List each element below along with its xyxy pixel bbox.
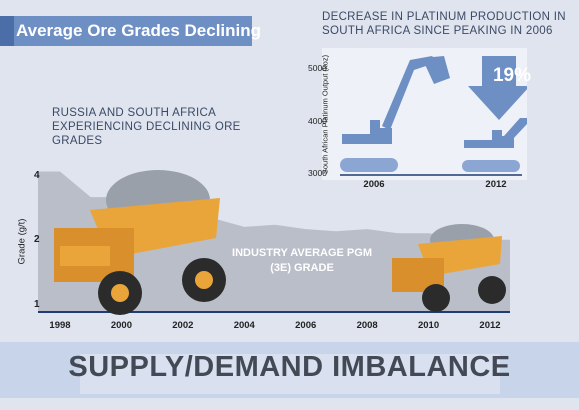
banner-title: Average Ore Grades Declining bbox=[16, 21, 262, 40]
production-y-tick-label: 4000 bbox=[308, 115, 327, 126]
truck-hub-front bbox=[111, 284, 129, 302]
x-tick-label: 2006 bbox=[295, 320, 317, 331]
x-tick-label: 2004 bbox=[233, 320, 255, 331]
banner-tab bbox=[0, 16, 14, 46]
production-category-label: 2006 bbox=[363, 179, 385, 190]
production-y-tick-label: 5000 bbox=[308, 63, 327, 73]
industry-average-label: INDUSTRY AVERAGE PGM (3E) GRADE bbox=[232, 247, 372, 274]
excavator-2012-track bbox=[462, 160, 520, 172]
bottom-title: SUPPLY/DEMAND IMBALANCE bbox=[68, 351, 511, 383]
production-panel bbox=[322, 48, 527, 180]
small-truck-wheel-front bbox=[422, 284, 450, 312]
truck-hub-back bbox=[195, 271, 213, 289]
x-tick-label: 2010 bbox=[417, 320, 440, 331]
excavator-2006-arm bbox=[382, 56, 438, 130]
x-tick-label: 1998 bbox=[49, 320, 71, 331]
excavator-2006-cab bbox=[342, 120, 392, 144]
x-tick-label: 2008 bbox=[356, 320, 378, 331]
excavator-2012-cab bbox=[464, 130, 514, 148]
excavator-2006-track bbox=[340, 158, 398, 172]
excavator-2006-bucket bbox=[422, 56, 450, 84]
ore-grade-y-axis-label: Grade (g/t) bbox=[16, 218, 28, 265]
excavator-2012 bbox=[462, 118, 527, 172]
decrease-percentage: 19% bbox=[492, 65, 532, 86]
production-chart-title: DECREASE IN PLATINUM PRODUCTION IN SOUTH… bbox=[322, 11, 566, 37]
y-tick-label: 4 bbox=[34, 170, 40, 181]
production-category-label: 2012 bbox=[485, 179, 507, 190]
excavator-2006 bbox=[340, 56, 450, 172]
decrease-arrow bbox=[468, 56, 527, 120]
excavator-2012-arm bbox=[504, 118, 527, 140]
x-tick-label: 2000 bbox=[110, 320, 132, 331]
x-tick-label: 2002 bbox=[172, 320, 194, 331]
large-haul-truck bbox=[54, 170, 226, 315]
truck-grille bbox=[60, 246, 110, 266]
small-haul-truck bbox=[392, 224, 506, 312]
bottom-bar bbox=[80, 354, 500, 394]
y-tick-label: 2 bbox=[34, 234, 40, 245]
small-truck-wheel-back bbox=[478, 276, 506, 304]
bottom-banner: SUPPLY/DEMAND IMBALANCE bbox=[0, 342, 579, 398]
ore-grade-subtitle: RUSSIA AND SOUTH AFRICA EXPERIENCING DEC… bbox=[52, 107, 241, 147]
production-y-tick-label: 3000 bbox=[308, 168, 327, 178]
x-tick-label: 2012 bbox=[479, 320, 501, 331]
y-tick-label: 1 bbox=[34, 299, 40, 310]
title-banner: Average Ore Grades Declining bbox=[0, 16, 261, 46]
